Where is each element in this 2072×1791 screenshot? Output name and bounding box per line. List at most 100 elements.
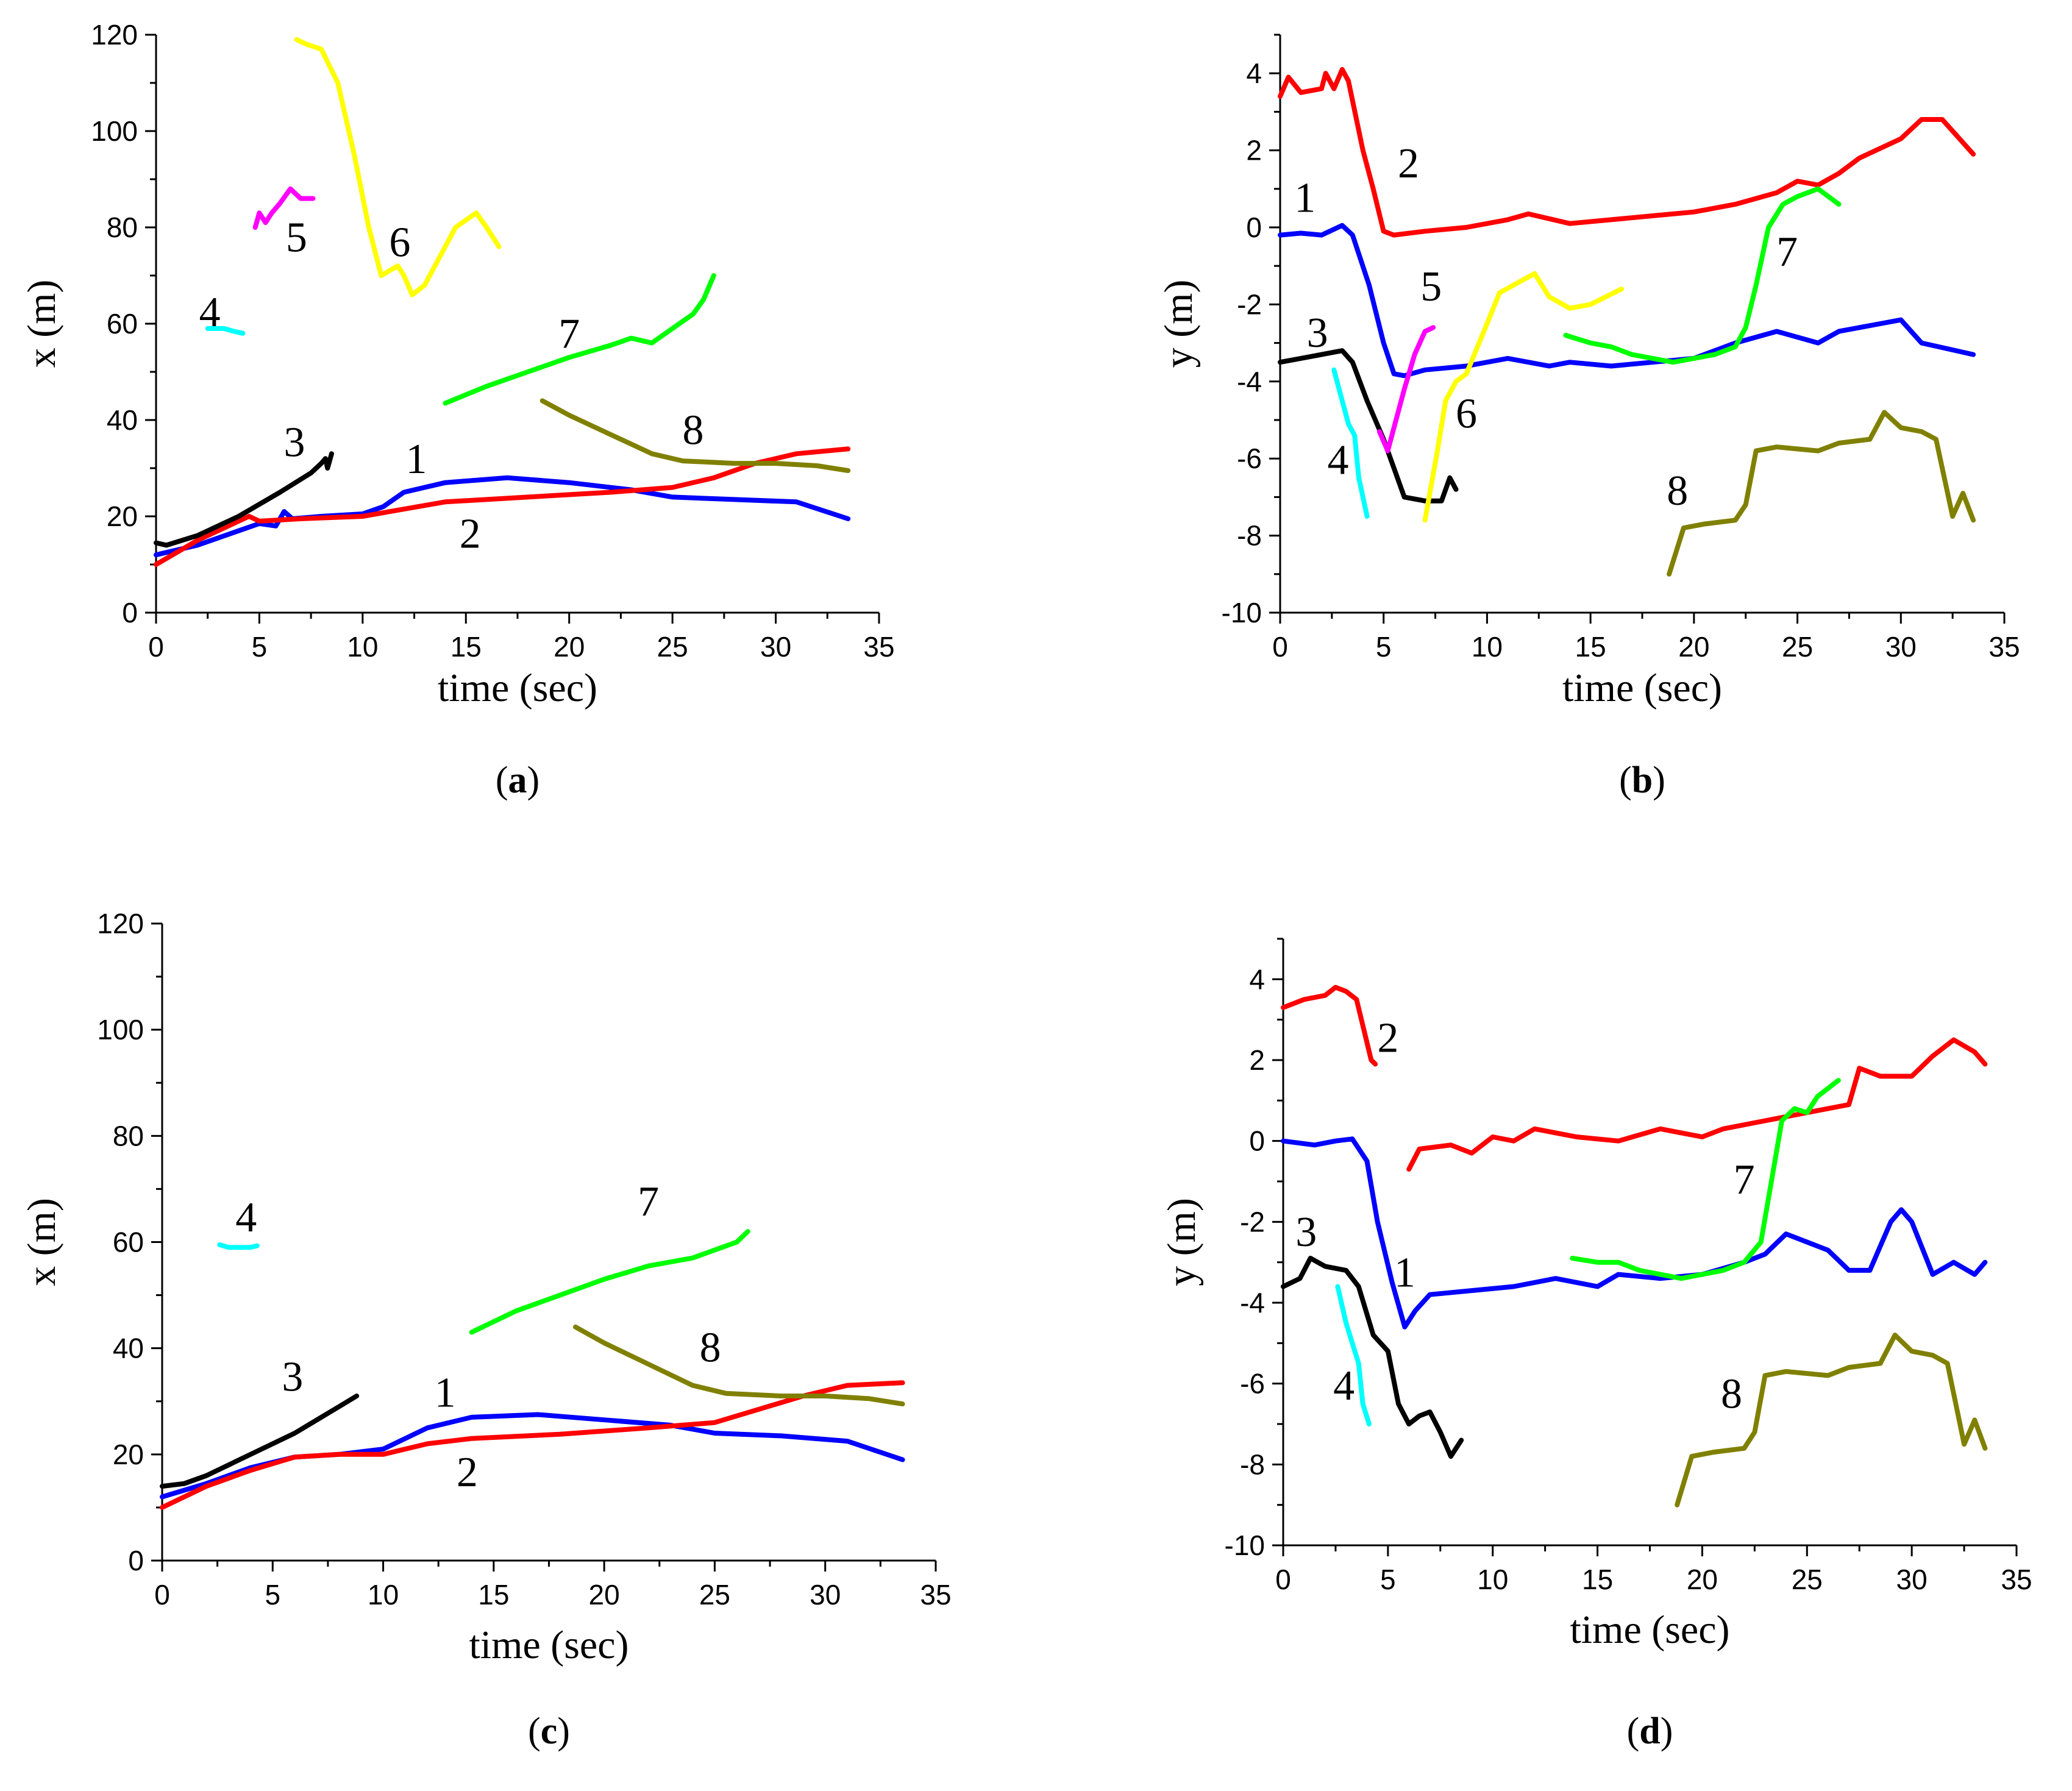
series-3-label: 3 bbox=[1295, 1209, 1317, 1256]
series-8-label: 8 bbox=[1667, 468, 1688, 515]
y-tick-label: 80 bbox=[113, 1120, 144, 1152]
series-7-line bbox=[1563, 186, 1842, 365]
caption-letter: b bbox=[1632, 760, 1653, 801]
series-7-line bbox=[443, 273, 716, 406]
x-tick-label: 15 bbox=[478, 1579, 509, 1611]
x-tick-label: 25 bbox=[1782, 631, 1813, 663]
series-4-line bbox=[205, 326, 246, 336]
x-tick-label: 20 bbox=[1678, 631, 1709, 663]
x-tick-label: 10 bbox=[368, 1579, 399, 1611]
y-tick-label: -10 bbox=[1222, 597, 1262, 628]
x-tick-label: 30 bbox=[1896, 1564, 1928, 1595]
x-tick-label: 25 bbox=[657, 631, 688, 663]
series-6-line bbox=[294, 37, 502, 297]
panel-c: 0 5 10 15 20 25 30 35 0 20 40 60 80 100 120 time (sec) x… bbox=[20, 908, 952, 1752]
series-3-line bbox=[160, 1394, 360, 1489]
y-tick-label: -10 bbox=[1225, 1529, 1265, 1561]
x-tick-label: 20 bbox=[554, 631, 585, 663]
series-7-label: 7 bbox=[1734, 1156, 1755, 1203]
y-axis-label: x (m) bbox=[20, 280, 64, 368]
x-tick-label: 35 bbox=[2001, 1564, 2032, 1595]
caption-open: ( bbox=[496, 760, 508, 801]
panel-caption: (b) bbox=[1619, 760, 1665, 801]
x-tick-label: 10 bbox=[347, 631, 378, 663]
caption-letter: c bbox=[541, 1711, 558, 1752]
series-3-label: 3 bbox=[282, 1353, 303, 1400]
series-5-line bbox=[1376, 325, 1436, 454]
series-2b-line bbox=[1406, 1037, 1988, 1172]
x-axis-label: time (sec) bbox=[438, 666, 597, 710]
series-2-label: 2 bbox=[460, 510, 481, 557]
x-tick-label: 0 bbox=[154, 1579, 170, 1611]
series-3-label: 3 bbox=[1307, 310, 1328, 357]
x-tick-label: 5 bbox=[265, 1579, 280, 1611]
x-tick-label: 10 bbox=[1472, 631, 1503, 663]
series-4-line bbox=[1331, 367, 1370, 519]
caption-open: ( bbox=[528, 1711, 541, 1752]
x-tick-label: 0 bbox=[148, 631, 164, 663]
x-tick-label: 35 bbox=[1988, 631, 2020, 663]
series-7-line bbox=[469, 1229, 750, 1335]
series-6-label: 6 bbox=[389, 219, 410, 266]
x-tick-label: 5 bbox=[1376, 631, 1392, 663]
series-2-line bbox=[1281, 985, 1378, 1067]
series-7-label: 7 bbox=[558, 311, 580, 358]
panel-caption: (c) bbox=[528, 1711, 570, 1752]
y-tick-label: 100 bbox=[91, 115, 138, 147]
series-5-label: 5 bbox=[286, 215, 307, 262]
x-tick-label: 5 bbox=[252, 631, 268, 663]
x-axis-label: time (sec) bbox=[1562, 666, 1722, 710]
x-tick-label: 30 bbox=[1885, 631, 1917, 663]
y-tick-label: 80 bbox=[107, 212, 138, 243]
x-tick-label: 30 bbox=[810, 1579, 841, 1611]
panel-caption: (d) bbox=[1627, 1711, 1673, 1752]
y-axis-label: x (m) bbox=[20, 1198, 64, 1286]
y-axis-label: y (m) bbox=[1159, 1198, 1204, 1286]
caption-close: ) bbox=[527, 760, 540, 801]
y-tick-label: -2 bbox=[1240, 1206, 1265, 1237]
x-tick-label: 5 bbox=[1380, 1564, 1396, 1595]
x-tick-label: 15 bbox=[450, 631, 482, 663]
y-tick-label: 60 bbox=[113, 1227, 144, 1258]
x-tick-label: 0 bbox=[1272, 631, 1288, 663]
x-tick-label: 20 bbox=[589, 1579, 620, 1611]
series-8-line bbox=[1675, 1333, 1988, 1508]
caption-close: ) bbox=[1653, 760, 1665, 801]
caption-open: ( bbox=[1627, 1711, 1640, 1752]
series-1-label: 1 bbox=[1294, 175, 1315, 222]
series-7-label: 7 bbox=[1776, 229, 1798, 276]
series-2-line bbox=[1278, 66, 1976, 238]
y-tick-label: 60 bbox=[107, 308, 138, 340]
series-4-label: 4 bbox=[235, 1194, 257, 1241]
caption-letter: a bbox=[508, 760, 527, 801]
panel-caption: (a) bbox=[496, 760, 539, 801]
series-1-line bbox=[160, 1412, 905, 1500]
series-5-label: 5 bbox=[1420, 263, 1442, 310]
y-tick-label: -8 bbox=[1240, 1448, 1265, 1480]
caption-close: ) bbox=[557, 1711, 570, 1752]
y-tick-label: 120 bbox=[97, 908, 144, 939]
series-3-line bbox=[1278, 348, 1459, 504]
series-1-label: 1 bbox=[405, 436, 427, 483]
series-4-label: 4 bbox=[1333, 1362, 1355, 1409]
y-tick-label: -4 bbox=[1240, 1287, 1265, 1319]
series-8-line bbox=[1667, 410, 1976, 577]
x-axis-label: time (sec) bbox=[1570, 1608, 1729, 1652]
series-8-label: 8 bbox=[683, 407, 704, 454]
y-tick-label: 40 bbox=[113, 1333, 144, 1364]
y-tick-label: 2 bbox=[1249, 1044, 1265, 1076]
x-tick-label: 15 bbox=[1575, 631, 1606, 663]
series-2-label: 2 bbox=[457, 1449, 478, 1496]
series-6-label: 6 bbox=[1456, 391, 1477, 438]
x-tick-label: 25 bbox=[699, 1579, 730, 1611]
y-tick-label: -8 bbox=[1237, 520, 1262, 552]
x-tick-label: 35 bbox=[863, 631, 894, 663]
y-tick-label: 100 bbox=[97, 1014, 144, 1045]
caption-close: ) bbox=[1661, 1711, 1673, 1752]
series-1-label: 1 bbox=[435, 1369, 456, 1416]
series-6-line bbox=[1422, 271, 1625, 523]
caption-open: ( bbox=[1619, 760, 1632, 801]
x-tick-label: 10 bbox=[1477, 1564, 1508, 1595]
